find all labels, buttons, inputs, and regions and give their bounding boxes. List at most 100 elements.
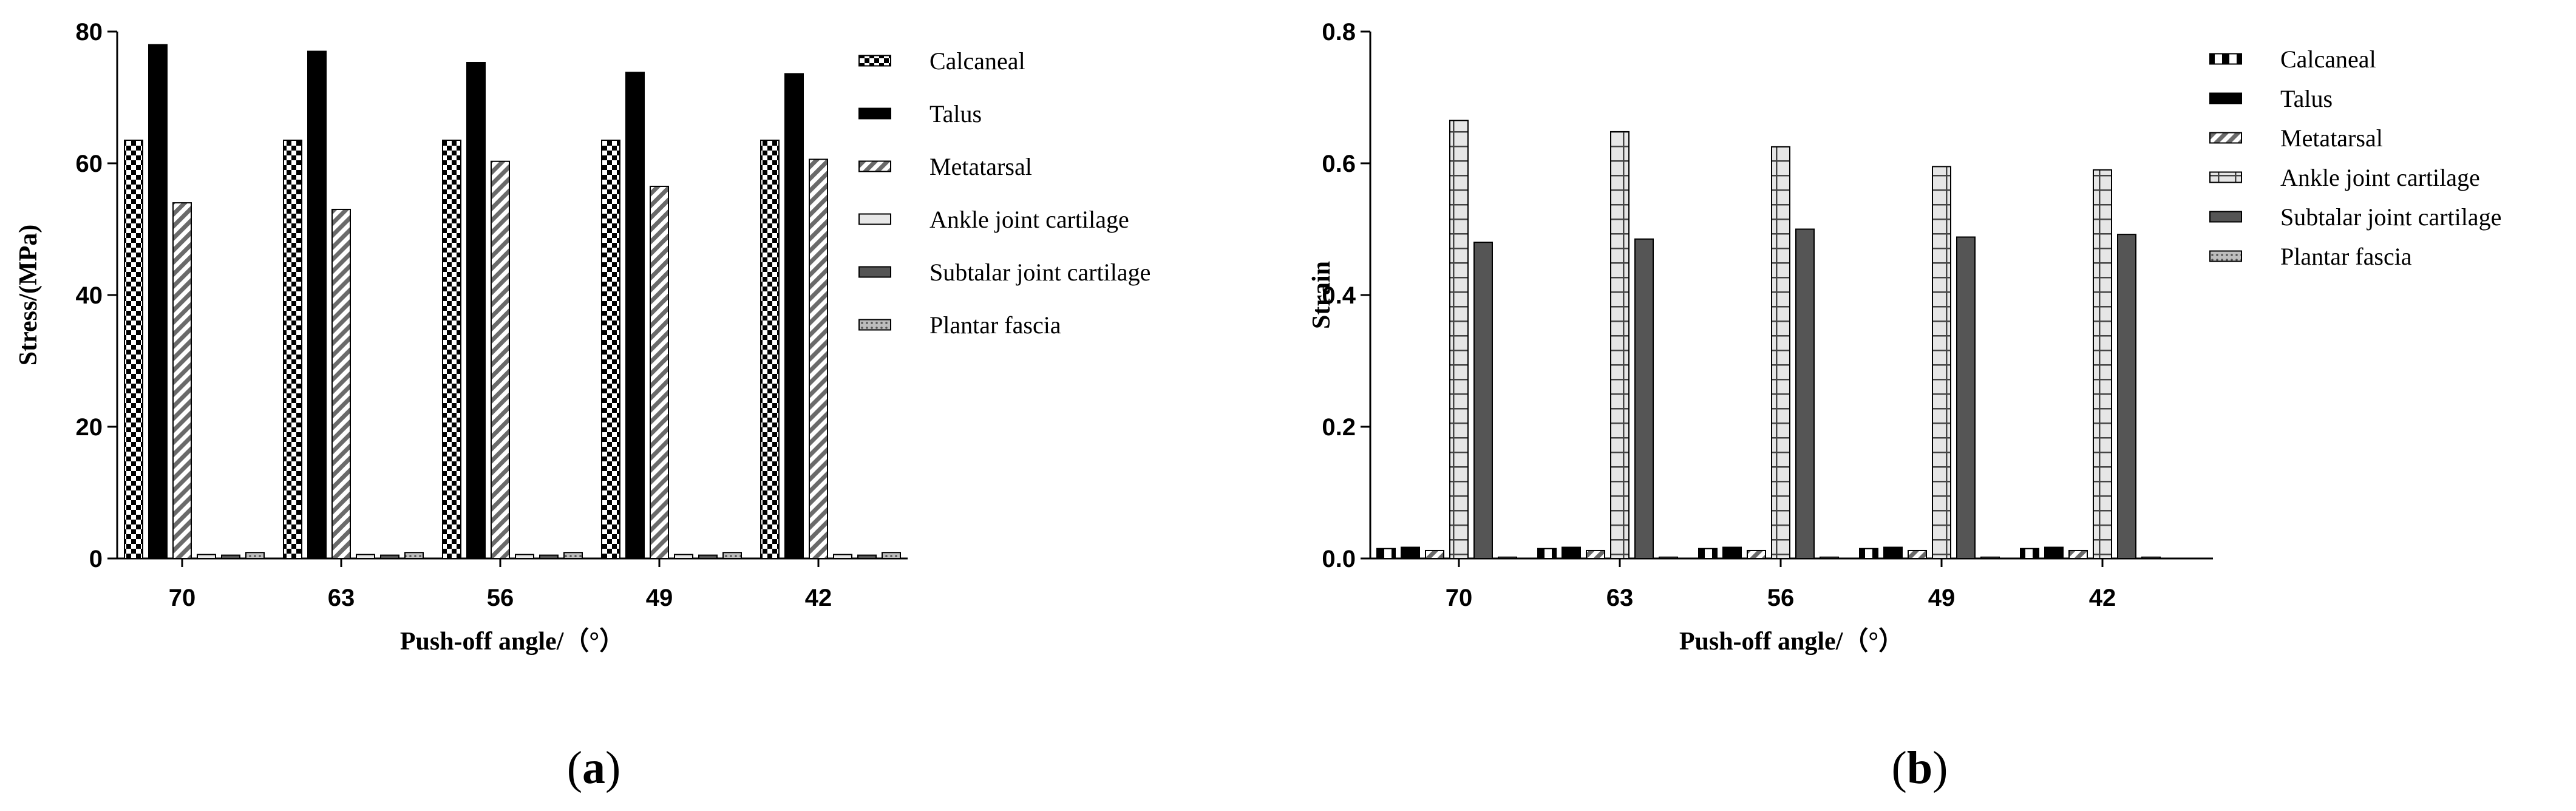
y-axis-label: Stress/(MPa): [15, 225, 42, 366]
legend-swatch-2: [2209, 132, 2242, 144]
bar-5-1: [1659, 556, 1678, 560]
legend-label-3: Ankle joint cartilage: [2280, 164, 2480, 191]
bar-1-0: [148, 44, 168, 559]
bar-3-2: [1771, 146, 1790, 559]
bar-5-2: [1820, 556, 1839, 560]
y-tick-label: 0.4: [1322, 282, 1356, 309]
bar-3-0: [197, 554, 216, 559]
legend-swatch-0: [2209, 53, 2242, 65]
bar-0-3: [1859, 548, 1878, 559]
bar-1-1: [1562, 546, 1581, 559]
bar-1-4: [784, 73, 804, 559]
legend-label-2: Metatarsal: [2280, 124, 2383, 152]
y-tick-label: 20: [76, 414, 103, 441]
bar-1-0: [1401, 546, 1420, 559]
x-tick-label: 49: [1928, 585, 1956, 611]
legend-swatch-3: [2209, 171, 2242, 183]
panel-label-b-text: b: [1907, 742, 1932, 793]
legend-label-3: Ankle joint cartilage: [929, 206, 1129, 233]
panel-label-a-text: a: [582, 742, 605, 793]
legend-label-2: Metatarsal: [929, 153, 1032, 180]
y-tick-label: 80: [76, 19, 103, 46]
bar-4-4: [857, 554, 877, 560]
bar-4-0: [221, 554, 240, 560]
bar-5-0: [1498, 556, 1517, 560]
x-tick-label: 63: [1606, 585, 1634, 611]
bar-3-1: [1610, 131, 1630, 560]
bar-4-3: [1956, 236, 1976, 559]
x-tick-label: 70: [169, 585, 196, 611]
bar-0-2: [1698, 548, 1718, 559]
legend-swatch-0: [858, 55, 891, 67]
bar-2-0: [172, 202, 192, 560]
bar-2-2: [1747, 549, 1766, 559]
legend-swatch-1: [2209, 92, 2242, 104]
x-tick-label: 49: [646, 585, 673, 611]
bar-2-3: [1908, 549, 1927, 559]
bar-2-1: [331, 208, 351, 559]
bar-0-0: [1376, 548, 1396, 559]
y-tick-label: 0.8: [1322, 19, 1356, 46]
bar-3-4: [833, 554, 852, 559]
bar-4-4: [2117, 234, 2136, 559]
x-tick-label: 56: [487, 585, 514, 611]
legend-label-1: Talus: [2280, 85, 2333, 112]
bar-2-4: [809, 158, 828, 559]
bar-4-3: [698, 554, 718, 560]
bar-4-2: [1795, 228, 1815, 559]
bar-0-4: [2020, 548, 2039, 559]
legend-label-4: Subtalar joint cartilage: [929, 259, 1150, 286]
bar-3-3: [1932, 166, 1951, 559]
y-tick-label: 40: [76, 282, 103, 309]
bar-5-4: [882, 552, 901, 559]
y-tick-label: 0.6: [1322, 151, 1356, 177]
bar-4-0: [1473, 242, 1493, 559]
bar-2-4: [2068, 549, 2088, 559]
bar-0-0: [124, 140, 143, 559]
y-tick-label: 0: [89, 546, 103, 572]
bar-1-3: [625, 72, 645, 559]
bar-3-2: [515, 554, 534, 559]
y-tick-label: 60: [76, 151, 103, 177]
bar-5-2: [563, 552, 583, 559]
panel-label-b: (b): [1892, 742, 1948, 793]
bar-2-1: [1586, 549, 1605, 559]
bar-0-2: [442, 140, 461, 559]
legend-swatch-2: [858, 160, 891, 172]
bar-0-4: [760, 140, 780, 559]
x-tick-label: 42: [2089, 585, 2116, 611]
bar-3-0: [1449, 120, 1469, 560]
legend-label-5: Plantar fascia: [929, 311, 1061, 339]
x-axis-label: Push-off angle/（°）: [400, 627, 625, 656]
x-tick-label: 63: [328, 585, 355, 611]
bar-5-0: [245, 552, 265, 559]
bar-1-1: [307, 50, 327, 560]
strain-chart-panel: 0.0 0.2 0.4 0.6 0.8 70 63 56 49 42 Push-off angle/…: [1308, 19, 2501, 656]
legend-label-4: Subtalar joint cartilage: [2280, 203, 2501, 231]
bar-5-4: [2141, 556, 2161, 560]
x-tick-label: 70: [1446, 585, 1473, 611]
x-tick-label: 42: [805, 585, 832, 611]
legend-label-0: Calcaneal: [2280, 46, 2376, 73]
bar-5-3: [1980, 556, 2000, 560]
bar-4-1: [380, 554, 399, 560]
legend-swatch-3: [858, 213, 891, 225]
bar-0-3: [601, 140, 620, 559]
bar-3-3: [674, 554, 693, 559]
bar-4-1: [1634, 238, 1654, 559]
x-tick-label: 56: [1767, 585, 1795, 611]
y-axis-label: Strain: [1308, 261, 1336, 329]
legend-label-5: Plantar fascia: [2280, 243, 2412, 270]
legend-swatch-4: [2209, 211, 2242, 223]
legend-label-0: Calcaneal: [929, 47, 1025, 75]
bar-1-3: [1883, 546, 1903, 559]
stress-chart-panel: 0 20 40 60 80 70 63 56 49 42 Push-off angle/（°） Str…: [15, 19, 1150, 656]
bar-1-4: [2044, 546, 2064, 559]
bar-3-1: [356, 554, 375, 559]
bar-2-2: [491, 160, 510, 559]
legend-swatch-1: [858, 107, 891, 120]
bar-3-4: [2093, 169, 2112, 560]
bar-2-0: [1425, 549, 1444, 559]
legend-swatch-4: [858, 266, 891, 278]
